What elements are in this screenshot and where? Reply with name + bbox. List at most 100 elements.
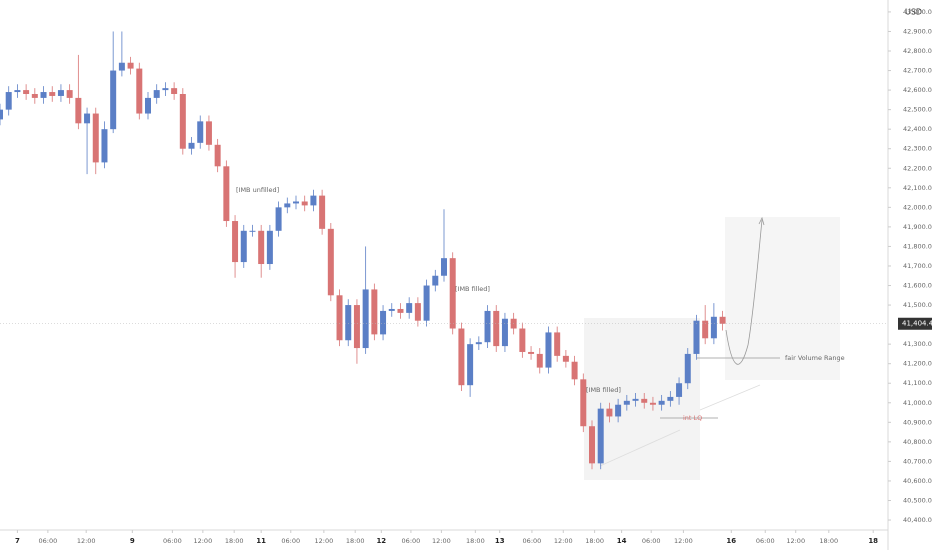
y-tick-label: 41,700.0 — [903, 262, 932, 270]
candle-body — [232, 221, 239, 263]
x-tick-label: 12:00 — [674, 537, 693, 545]
y-tick-label: 40,700.0 — [903, 457, 932, 465]
candle-body — [171, 88, 178, 95]
annotation: fair Volume Range — [785, 354, 845, 362]
candle-body — [66, 90, 73, 98]
y-tick-label: 42,200.0 — [903, 164, 932, 172]
y-tick-label: 41,900.0 — [903, 223, 932, 231]
y-tick-label: 41,300.0 — [903, 340, 932, 348]
y-tick-label: 42,100.0 — [903, 184, 932, 192]
annotation: [IMB filled] — [455, 285, 490, 293]
y-tick-label: 42,700.0 — [903, 67, 932, 75]
x-tick-label: 18 — [868, 537, 878, 545]
x-tick-label: 06:00 — [756, 537, 775, 545]
x-tick-label: 12:00 — [193, 537, 212, 545]
candle-body — [293, 201, 299, 204]
candle-body — [493, 310, 500, 347]
candle-body — [40, 92, 47, 98]
x-tick-label: 12:00 — [314, 537, 333, 545]
projection-path — [725, 219, 763, 365]
candle-body — [536, 353, 543, 368]
candle-body — [658, 400, 665, 405]
y-tick-label: 40,500.0 — [903, 496, 932, 504]
candle-body — [319, 195, 326, 229]
x-tick-label: 16 — [726, 537, 736, 545]
candle-body — [641, 398, 648, 403]
annotation: [IMB filled] — [586, 386, 621, 394]
candle-body — [441, 258, 447, 276]
candle-body — [75, 97, 82, 124]
candle-body — [501, 318, 508, 347]
y-tick-label: 41,800.0 — [903, 242, 932, 250]
candle-body — [545, 332, 552, 368]
x-tick-label: 12:00 — [432, 537, 451, 545]
y-tick-label: 42,000.0 — [903, 203, 932, 211]
candle-body — [649, 402, 656, 405]
candle-body — [406, 303, 413, 313]
candle-body — [223, 166, 230, 222]
candle-body — [118, 62, 125, 71]
candle-body — [57, 90, 64, 96]
candle-body — [5, 92, 12, 110]
y-tick-label: 41,500.0 — [903, 301, 932, 309]
candle-body — [92, 113, 99, 163]
x-tick-label: 06:00 — [163, 537, 182, 545]
candle-body — [484, 310, 491, 343]
x-tick-label: 06:00 — [402, 537, 421, 545]
candle-body — [693, 320, 700, 354]
candle-body — [284, 203, 291, 208]
candle-body — [432, 275, 439, 286]
last-price-box — [898, 317, 932, 330]
y-tick-label: 42,500.0 — [903, 106, 932, 114]
y-tick-label: 40,400.0 — [903, 516, 932, 524]
x-tick-label: 11 — [256, 537, 266, 545]
candle-body — [597, 408, 604, 464]
x-tick-label: 06:00 — [281, 537, 300, 545]
x-tick-label: 06:00 — [523, 537, 542, 545]
candle-body — [423, 285, 430, 321]
y-tick-label: 41,100.0 — [903, 379, 932, 387]
x-tick-label: 12:00 — [554, 537, 573, 545]
y-tick-label: 42,800.0 — [903, 47, 932, 55]
candle-body — [606, 408, 613, 417]
candle-body — [371, 289, 378, 335]
x-tick-label: 06:00 — [39, 537, 58, 545]
candle-body — [266, 230, 273, 265]
candle-body — [449, 258, 456, 329]
candle-body — [362, 289, 369, 349]
candle-body — [84, 113, 91, 124]
candle-body — [719, 316, 726, 324]
candle-body — [162, 88, 169, 91]
trend-line — [699, 384, 761, 411]
candle-body — [397, 308, 404, 313]
candle-body — [23, 90, 30, 95]
candle-body — [528, 351, 535, 354]
y-tick-label: 41,600.0 — [903, 282, 932, 290]
candle-body — [153, 90, 160, 98]
candle-body — [336, 295, 343, 341]
candle-body — [214, 144, 221, 167]
candle-body — [327, 228, 334, 296]
candle-body — [258, 230, 265, 265]
candle-body — [458, 328, 465, 386]
candle-body — [554, 332, 561, 356]
candle-body — [310, 195, 317, 206]
y-tick-label: 40,900.0 — [903, 418, 932, 426]
candle-body — [710, 316, 717, 339]
x-tick-label: 18:00 — [819, 537, 838, 545]
candle-body — [0, 109, 3, 120]
candle-body — [31, 94, 38, 98]
candle-body — [623, 400, 630, 405]
candle-body — [14, 90, 21, 93]
candle-body — [702, 320, 709, 339]
candle-body — [179, 94, 186, 149]
candle-body — [101, 129, 108, 163]
candle-body — [632, 398, 639, 401]
y-tick-label: 43,000.0 — [903, 8, 932, 16]
trend-line — [599, 429, 681, 467]
candle-body — [571, 361, 578, 380]
y-tick-label: 40,800.0 — [903, 438, 932, 446]
candle-body — [197, 121, 204, 143]
x-tick-label: 7 — [15, 537, 20, 545]
